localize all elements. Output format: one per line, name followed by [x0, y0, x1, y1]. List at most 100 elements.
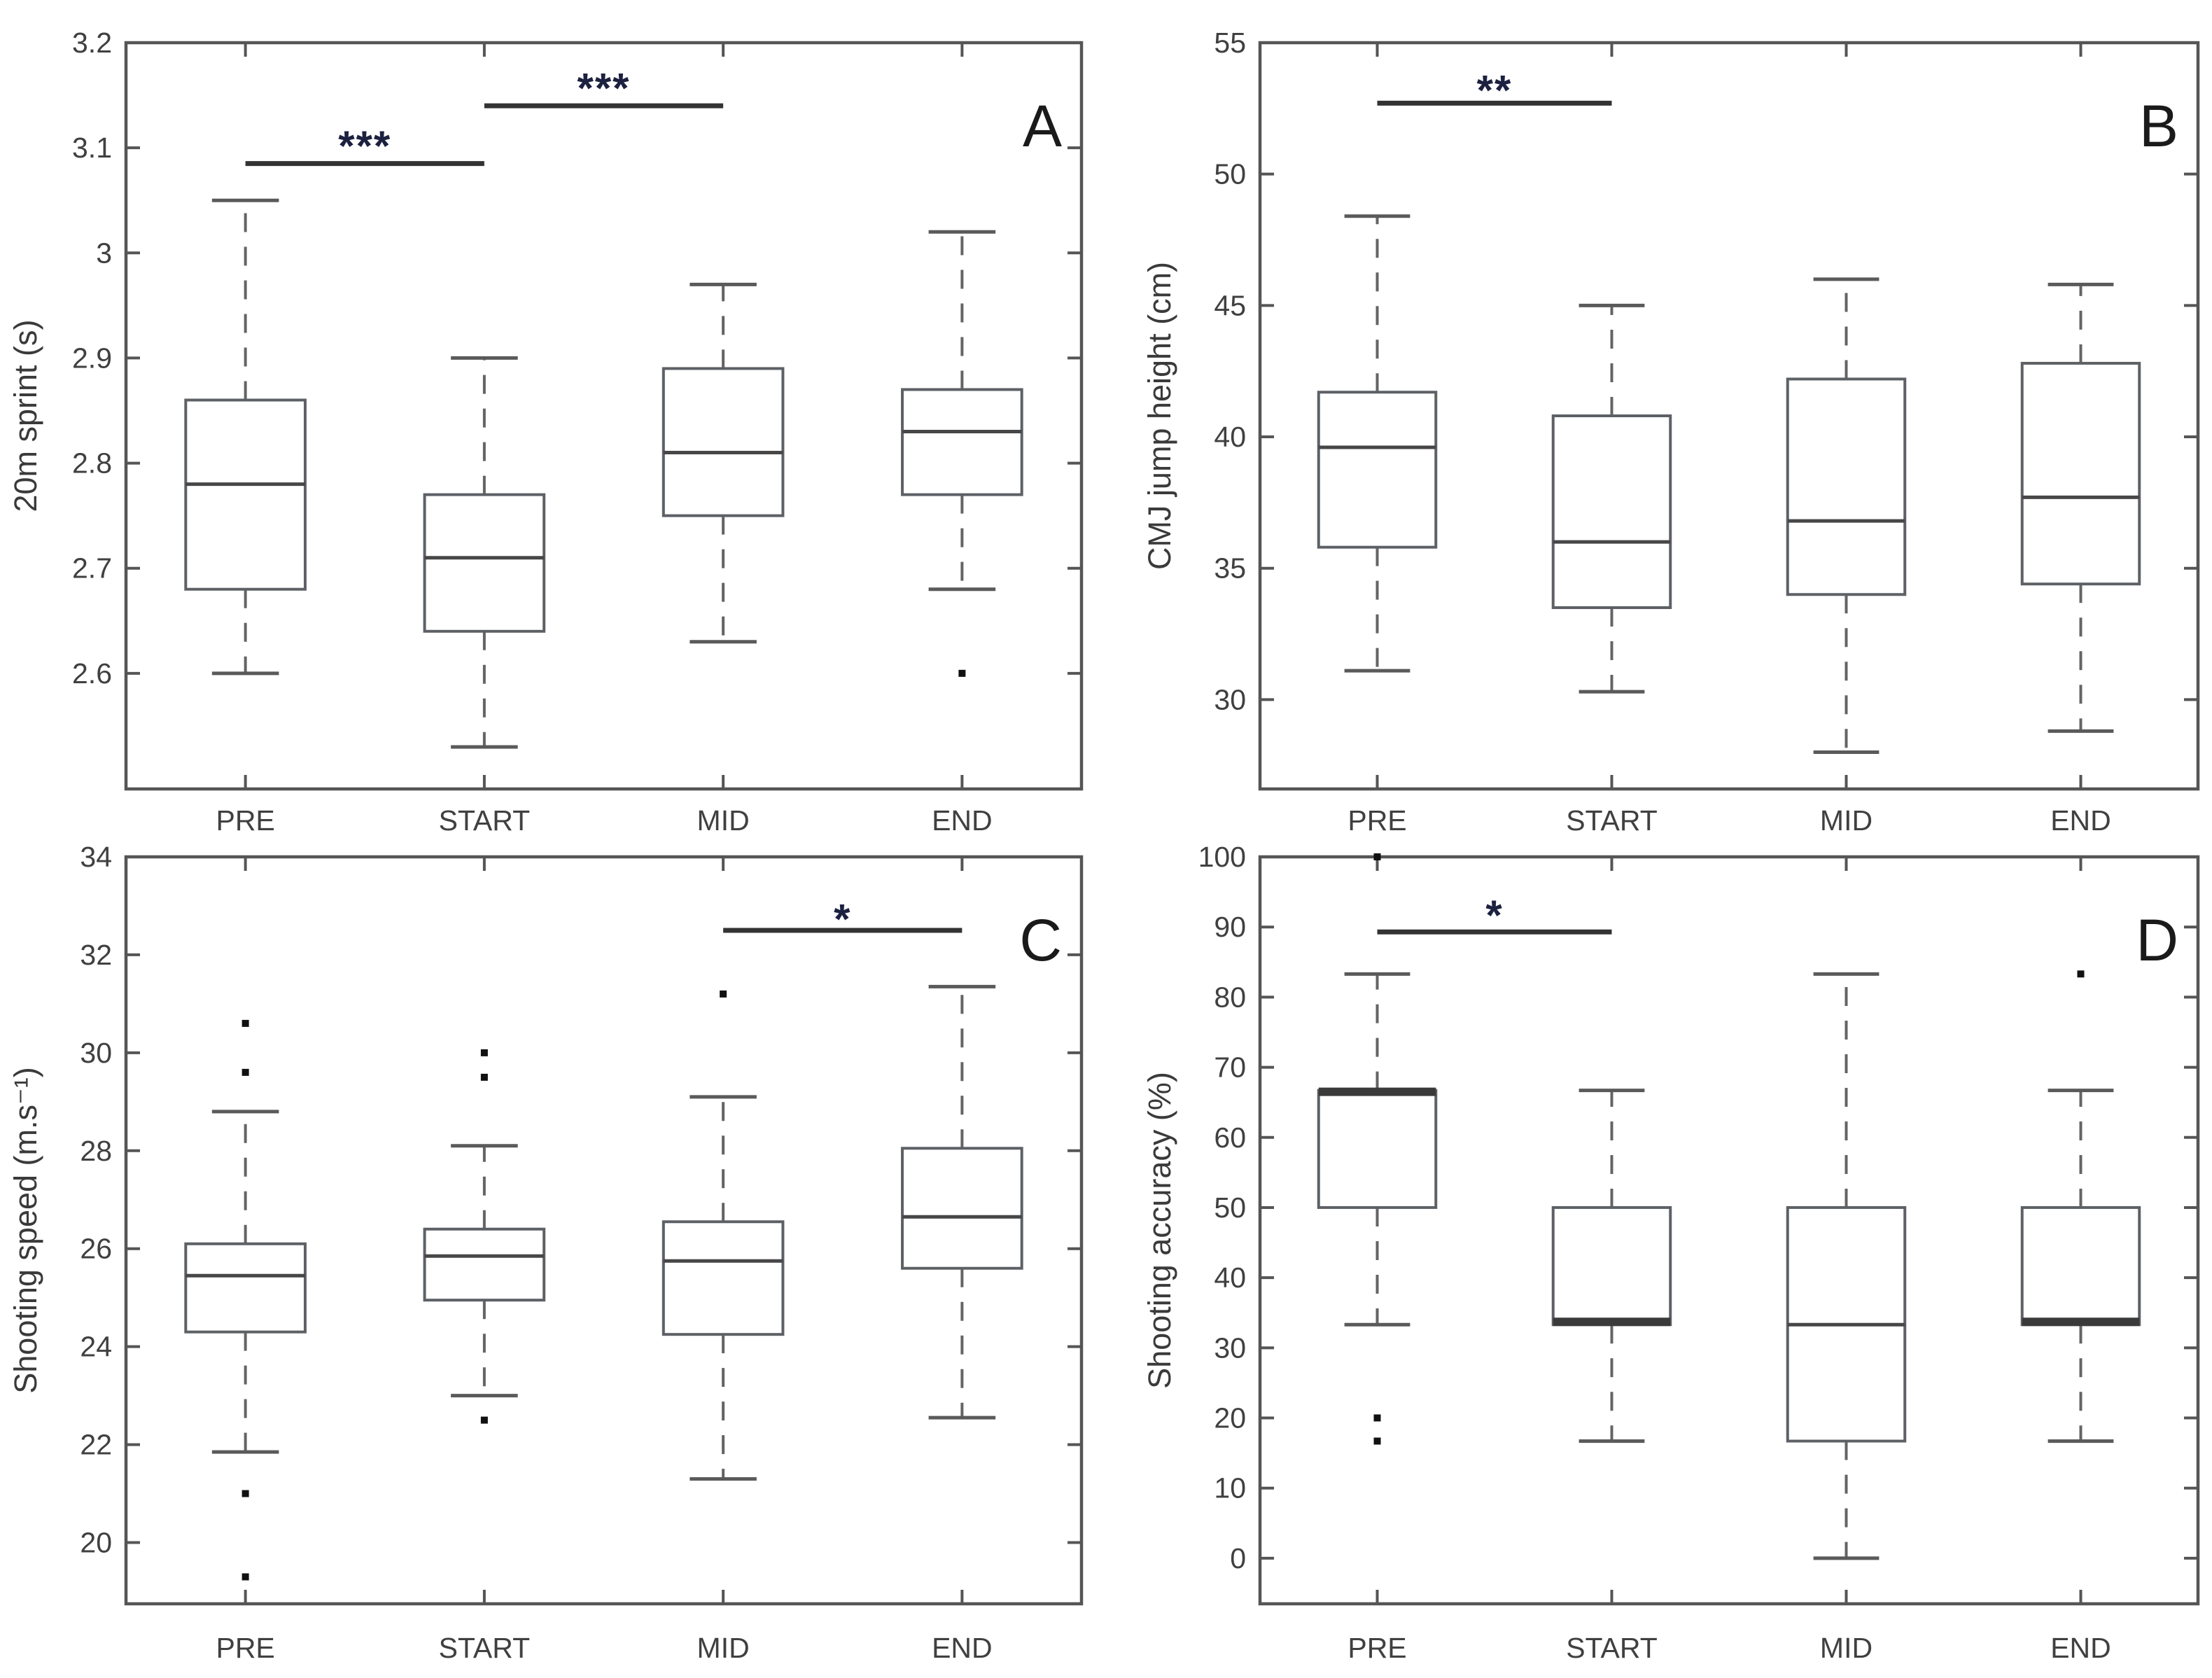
y-tick-label: 40 [1214, 421, 1246, 453]
y-tick-label: 3.2 [72, 27, 112, 59]
x-category-label: PRE [216, 804, 274, 837]
y-tick-label: 80 [1214, 981, 1246, 1013]
axes-frame [1258, 41, 2200, 791]
iqr-box [901, 1147, 1023, 1270]
iqr-box [662, 1220, 785, 1336]
box-group-START [423, 356, 546, 749]
y-tick-label: 0 [1230, 1542, 1246, 1574]
x-category-label: MID [697, 804, 750, 837]
box-group-MID [1786, 972, 1907, 1560]
outlier-marker [480, 1416, 488, 1424]
x-category-label: START [439, 1632, 531, 1664]
y-tick-label: 45 [1214, 289, 1246, 321]
box-group-END [901, 984, 1023, 1420]
iqr-box [1317, 1089, 1438, 1209]
panel-D-shooting-accuracy: 0 10 20 30 40 50 60 70 80 90 100 PRE START MID END Shoo… [1106, 839, 2212, 1678]
y-tick-label: 35 [1214, 552, 1246, 585]
y-tick-label: 50 [1214, 1191, 1246, 1224]
box-group-END [2020, 970, 2141, 1443]
y-tick-label: 10 [1214, 1472, 1246, 1504]
axes-frame [124, 855, 1084, 1606]
y-tick-label: 24 [80, 1331, 112, 1363]
iqr-box [423, 1227, 546, 1302]
x-category-label: END [2050, 1632, 2111, 1664]
outlier-marker [241, 1573, 249, 1581]
outlier-marker [1373, 1437, 1381, 1445]
box-group-MID [662, 990, 785, 1481]
y-tick-label: 34 [80, 841, 112, 873]
box-group-PRE [184, 198, 307, 676]
significance-stars: * [1485, 892, 1503, 939]
iqr-box [1786, 377, 1907, 596]
y-tick-label: 60 [1214, 1121, 1246, 1154]
y-tick-label: 2.8 [72, 447, 112, 480]
y-tick-label: 20 [80, 1527, 112, 1559]
iqr-box [184, 398, 307, 591]
y-tick-label: 100 [1198, 841, 1246, 873]
y-tick-label: 55 [1214, 27, 1246, 59]
y-tick-label: 2.7 [72, 552, 112, 585]
box-group-PRE [184, 1019, 307, 1581]
box-group-MID [1786, 277, 1907, 754]
iqr-box [2020, 361, 2141, 586]
x-category-label: END [932, 1632, 993, 1664]
significance-stars: * [834, 895, 851, 942]
y-tick-label: 70 [1214, 1051, 1246, 1084]
x-category-label: PRE [1348, 1632, 1406, 1664]
significance-stars: *** [577, 65, 630, 112]
y-axis-label: Shooting speed (m.s⁻¹) [8, 1067, 43, 1393]
x-category-label: PRE [216, 1632, 274, 1664]
box-group-PRE [1317, 214, 1438, 673]
outlier-marker [480, 1073, 488, 1081]
x-category-label: MID [1820, 1632, 1872, 1664]
iqr-box [184, 1242, 307, 1334]
boxplot-chart-cmj-jump-height: 30 35 40 45 50 55 PRE START MID END CMJ jump heigh… [1142, 27, 2200, 837]
panel-A-20m-sprint: 2.6 2.7 2.8 2.9 3 3.1 3.2 PRE START MID END 20m spr… [0, 0, 1106, 839]
boxplot-chart-shooting-speed: 20 22 24 26 28 30 32 34 PRE START MID END Shooting s… [8, 841, 1084, 1664]
y-axis-label: 20m sprint (s) [8, 319, 43, 512]
y-tick-label: 30 [1214, 1331, 1246, 1364]
box-group-MID [662, 282, 785, 644]
outlier-marker [2077, 970, 2085, 978]
panel-B-cmj-jump-height: 30 35 40 45 50 55 PRE START MID END CMJ jump heigh… [1106, 0, 2212, 839]
box-group-END [901, 230, 1023, 677]
x-category-label: MID [697, 1632, 750, 1664]
y-axis-label: CMJ jump height (cm) [1142, 262, 1177, 570]
iqr-box [2020, 1205, 2141, 1327]
outlier-marker [241, 1490, 249, 1497]
axes-frame [1258, 855, 2200, 1606]
x-category-label: START [1566, 1632, 1658, 1664]
outlier-marker [241, 1068, 249, 1076]
iqr-box [901, 388, 1023, 496]
significance-stars: *** [338, 123, 391, 169]
box-group-PRE [1317, 853, 1438, 1445]
y-tick-label: 3.1 [72, 132, 112, 164]
iqr-box [1551, 1205, 1672, 1327]
y-tick-label: 26 [80, 1233, 112, 1265]
y-tick-label: 2.6 [72, 657, 112, 690]
panel-letter: A [1023, 93, 1062, 159]
box-group-START [423, 1049, 546, 1424]
y-tick-label: 40 [1214, 1261, 1246, 1294]
iqr-box [1317, 391, 1438, 549]
outlier-marker [241, 1019, 249, 1027]
panel-C-shooting-speed: 20 22 24 26 28 30 32 34 PRE START MID END Shooting s… [0, 839, 1106, 1678]
outlier-marker [480, 1049, 488, 1056]
x-category-label: START [439, 804, 531, 837]
outlier-marker [720, 990, 727, 998]
x-category-label: END [932, 804, 993, 837]
outlier-marker [958, 669, 966, 677]
iqr-box [662, 367, 785, 517]
x-category-label: START [1566, 804, 1658, 837]
axes-frame [124, 41, 1084, 791]
y-tick-label: 90 [1214, 911, 1246, 943]
panel-letter: D [2136, 907, 2178, 973]
iqr-box [1551, 414, 1672, 610]
box-group-END [2020, 282, 2141, 733]
boxplot-chart-20m-sprint: 2.6 2.7 2.8 2.9 3 3.1 3.2 PRE START MID END 20m spr… [8, 27, 1084, 837]
y-tick-label: 30 [80, 1037, 112, 1069]
y-tick-label: 20 [1214, 1402, 1246, 1434]
x-category-label: END [2050, 804, 2111, 837]
y-tick-label: 22 [80, 1429, 112, 1461]
